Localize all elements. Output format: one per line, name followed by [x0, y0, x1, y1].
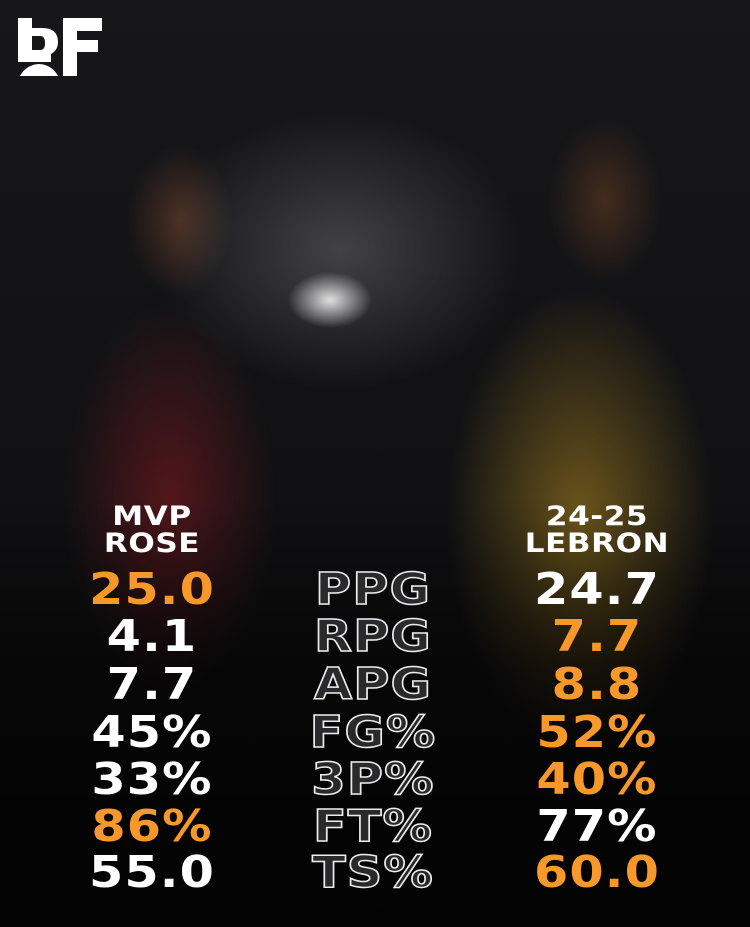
right-value: 7.7	[551, 611, 643, 662]
right-value: 24.7	[533, 564, 661, 615]
right-value: 77%	[536, 801, 658, 852]
brand-logo	[18, 18, 102, 76]
left-player-line1: MVP	[112, 501, 192, 532]
stat-row-apg: 7.7 APG 8.8	[0, 659, 750, 710]
left-value: 25.0	[88, 564, 216, 615]
stat-row-ppg: 25.0 PPG 24.7	[0, 564, 750, 615]
stat-label: RPG	[313, 611, 432, 662]
right-value: 40%	[536, 754, 658, 805]
left-value: 4.1	[106, 611, 198, 662]
background-shade	[0, 497, 750, 927]
stat-label: 3P%	[311, 754, 435, 805]
stat-row-rpg: 4.1 RPG 7.7	[0, 611, 750, 662]
left-value: 33%	[91, 754, 213, 805]
right-value: 8.8	[551, 659, 643, 710]
left-player-header: MVP ROSE	[83, 503, 221, 557]
left-player-line2: ROSE	[103, 528, 201, 559]
left-value: 7.7	[106, 659, 198, 710]
stat-row-fg-pct: 45% FG% 52%	[0, 707, 750, 758]
left-value: 86%	[91, 801, 213, 852]
stat-row-ts-pct: 55.0 TS% 60.0	[0, 847, 750, 898]
stat-label: FG%	[309, 707, 437, 758]
stat-row-ft-pct: 86% FT% 77%	[0, 801, 750, 852]
stat-row-3p-pct: 33% 3P% 40%	[0, 754, 750, 805]
stat-label: TS%	[311, 847, 434, 898]
right-player-header: 24-25 LEBRON	[505, 503, 689, 557]
stat-label: PPG	[314, 564, 432, 615]
stat-label: FT%	[312, 801, 434, 852]
right-player-line2: LEBRON	[524, 528, 670, 559]
right-value: 60.0	[533, 847, 661, 898]
stat-label: APG	[313, 659, 433, 710]
right-player-line1: 24-25	[545, 501, 649, 532]
left-value: 55.0	[88, 847, 216, 898]
right-value: 52%	[536, 707, 658, 758]
left-value: 45%	[91, 707, 213, 758]
